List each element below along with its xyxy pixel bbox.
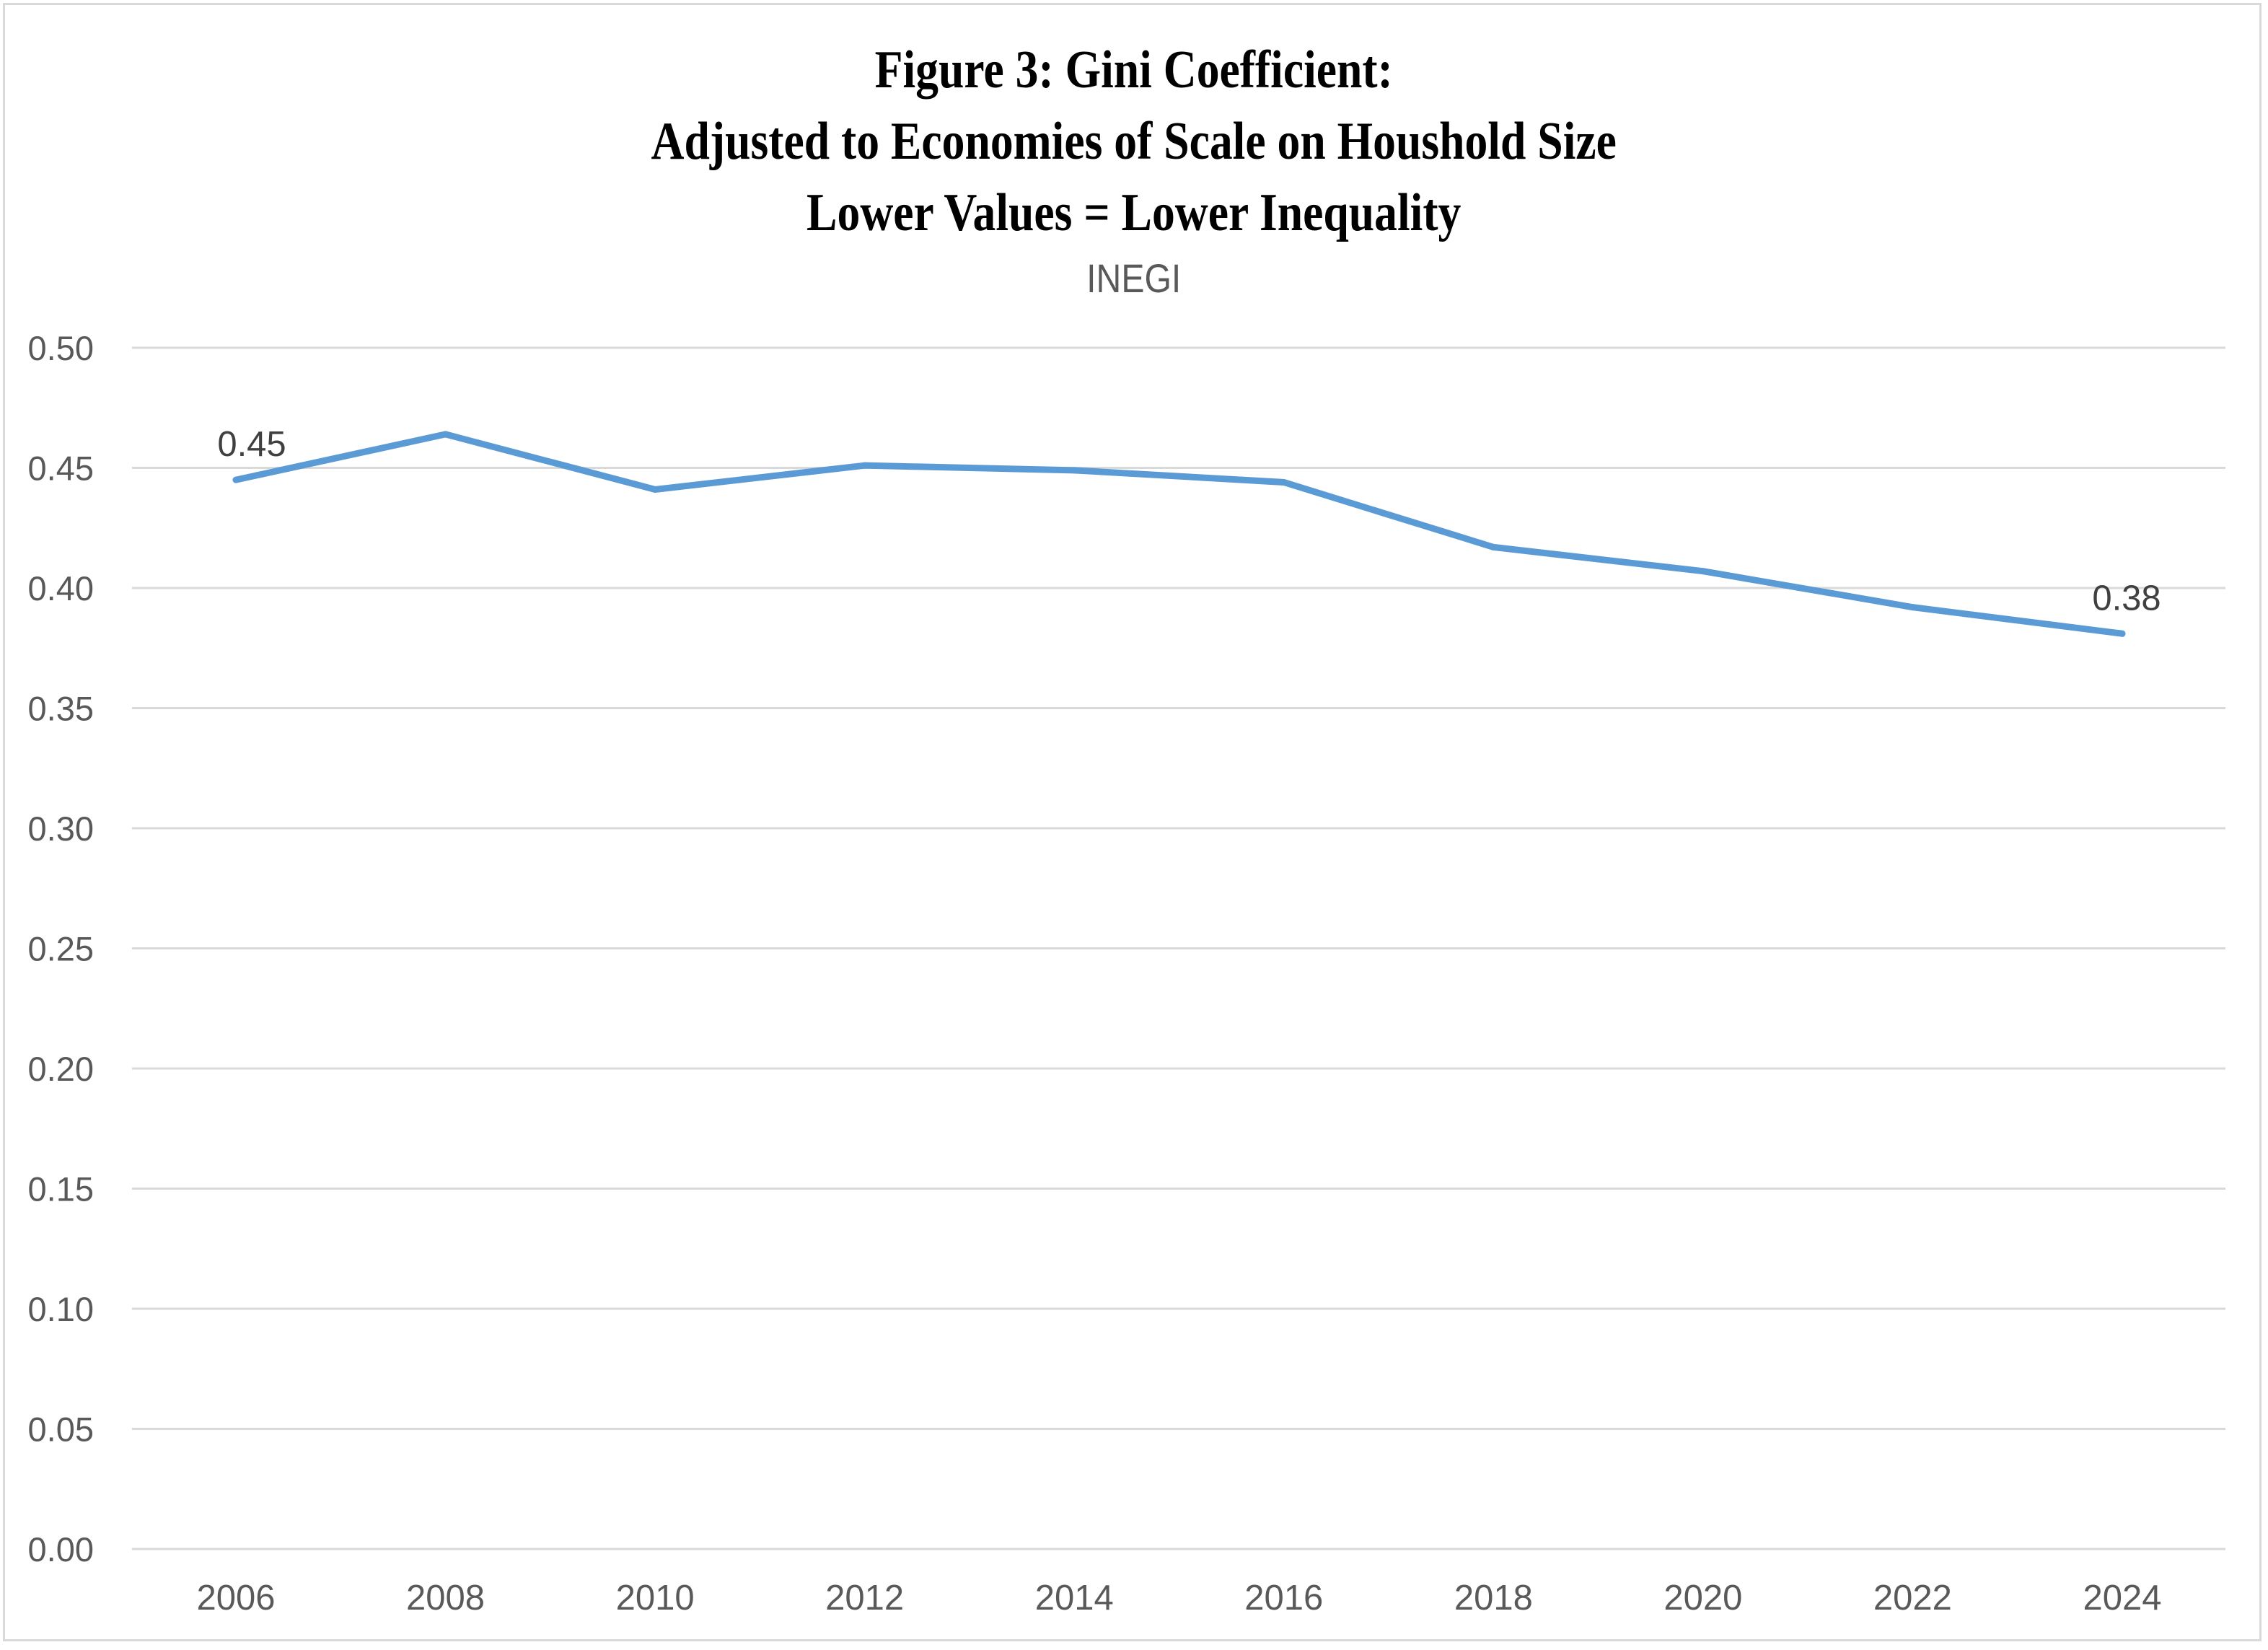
data-point <box>1490 543 1497 550</box>
y-tick-label: 0.20 <box>28 1050 94 1088</box>
series-line <box>232 431 2126 637</box>
data-point <box>1700 568 1707 575</box>
data-labels: 0.45 0.38 <box>217 425 2161 618</box>
data-point <box>651 486 659 493</box>
y-tick-label: 0.30 <box>28 809 94 848</box>
chart-frame <box>3 3 2262 1641</box>
chart-title-line-3: Lower Values = Lower Inequality <box>806 183 1462 242</box>
x-tick-label: 2022 <box>1873 1579 1952 1618</box>
x-tick-label: 2024 <box>2083 1579 2161 1618</box>
chart-title-line-2: Adjusted to Economies of Scale on Housho… <box>651 112 1617 171</box>
series-layer <box>232 431 2126 637</box>
y-tick-label: 0.00 <box>28 1530 94 1568</box>
data-label: 0.45 <box>217 425 286 464</box>
x-tick-label: 2008 <box>406 1579 485 1618</box>
data-point <box>861 462 869 469</box>
data-label: 0.38 <box>2092 579 2161 618</box>
y-tick-label: 0.45 <box>28 449 94 488</box>
y-tick-label: 0.40 <box>28 569 94 607</box>
data-point <box>1909 604 1916 611</box>
y-axis-labels: 0.00 0.05 0.10 0.15 0.20 0.25 0.30 0.35 0.40 0.45… <box>28 329 94 1568</box>
data-point <box>1280 478 1288 486</box>
x-tick-label: 2016 <box>1244 1579 1323 1618</box>
x-tick-label: 2012 <box>825 1579 904 1618</box>
y-tick-label: 0.35 <box>28 690 94 728</box>
x-tick-label: 2006 <box>196 1579 275 1618</box>
chart-subtitle: INEGI <box>1086 255 1182 301</box>
data-point <box>232 476 239 483</box>
chart-title-line-1: Figure 3: Gini Coefficient: <box>874 40 1393 100</box>
y-tick-label: 0.50 <box>28 329 94 367</box>
data-point <box>442 431 449 438</box>
y-tick-label: 0.15 <box>28 1170 94 1208</box>
x-tick-label: 2020 <box>1663 1579 1742 1618</box>
x-tick-label: 2010 <box>616 1579 695 1618</box>
data-point <box>2119 630 2126 637</box>
y-tick-label: 0.25 <box>28 930 94 968</box>
data-point <box>1071 467 1078 474</box>
x-tick-label: 2018 <box>1454 1579 1533 1618</box>
x-axis-labels: 2006 2008 2010 2012 2014 2016 2018 2020 2022 2024 <box>196 1579 2161 1618</box>
y-tick-label: 0.05 <box>28 1410 94 1449</box>
gridlines <box>132 346 2225 1550</box>
y-tick-label: 0.10 <box>28 1290 94 1328</box>
x-tick-label: 2014 <box>1035 1579 1114 1618</box>
